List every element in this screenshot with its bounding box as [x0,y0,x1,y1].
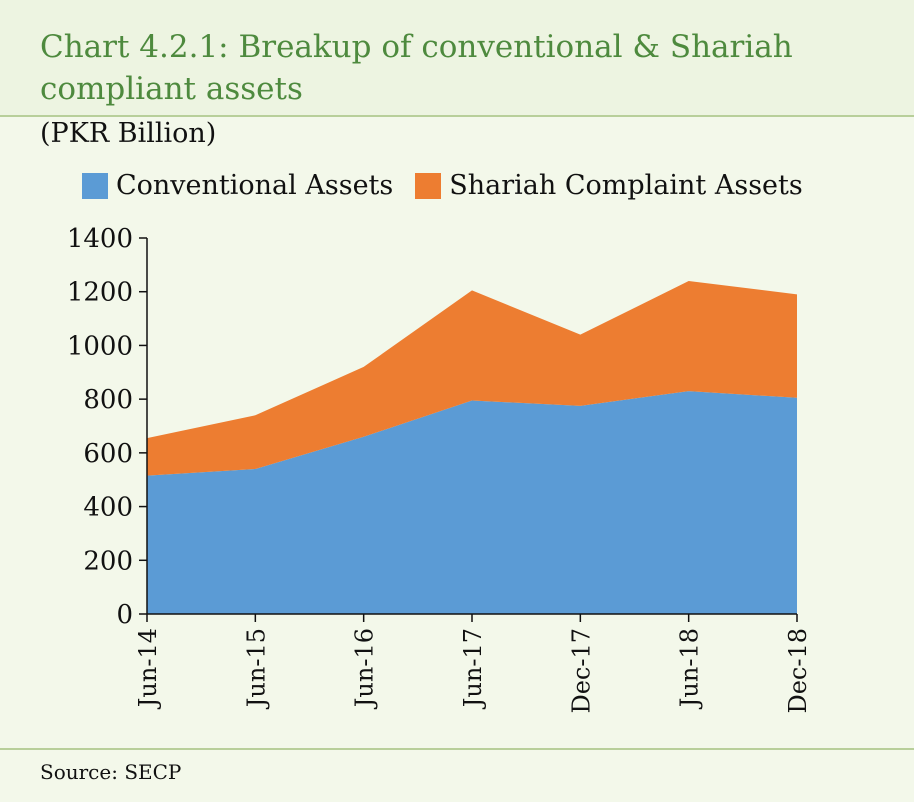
y-tick-label: 0 [116,600,133,630]
y-tick-label: 600 [83,439,133,469]
legend-item-shariah: Shariah Complaint Assets [415,170,803,201]
unit-label: (PKR Billion) [40,118,217,149]
y-tick-label: 1400 [67,224,133,254]
y-tick-label: 1000 [67,331,133,361]
legend-label-shariah: Shariah Complaint Assets [449,170,803,201]
legend: Conventional Assets Shariah Complaint As… [82,170,825,201]
x-tick-label: Jun-16 [351,628,379,710]
source-note: Source: SECP [40,760,182,784]
legend-label-conventional: Conventional Assets [116,170,394,201]
area-series-0 [147,391,797,614]
legend-item-conventional: Conventional Assets [82,170,393,201]
chart-title: Chart 4.2.1: Breakup of conventional & S… [40,29,793,107]
title-band [0,0,914,117]
y-tick-label: 200 [83,546,133,576]
x-tick-label: Jun-14 [134,628,162,710]
area-series-1 [147,280,797,476]
x-tick-label: Jun-18 [676,628,704,710]
x-tick-label: Jun-15 [242,628,270,710]
x-tick-label: Dec-18 [784,628,812,714]
source-band [0,748,914,802]
x-tick-label: Dec-17 [567,628,595,714]
y-tick-label: 800 [83,385,133,415]
y-tick-label: 400 [83,493,133,523]
y-tick-label: 1200 [67,278,133,308]
legend-swatch-conventional [82,172,108,199]
legend-swatch-shariah [415,172,442,199]
x-tick-label: Jun-17 [459,628,487,710]
